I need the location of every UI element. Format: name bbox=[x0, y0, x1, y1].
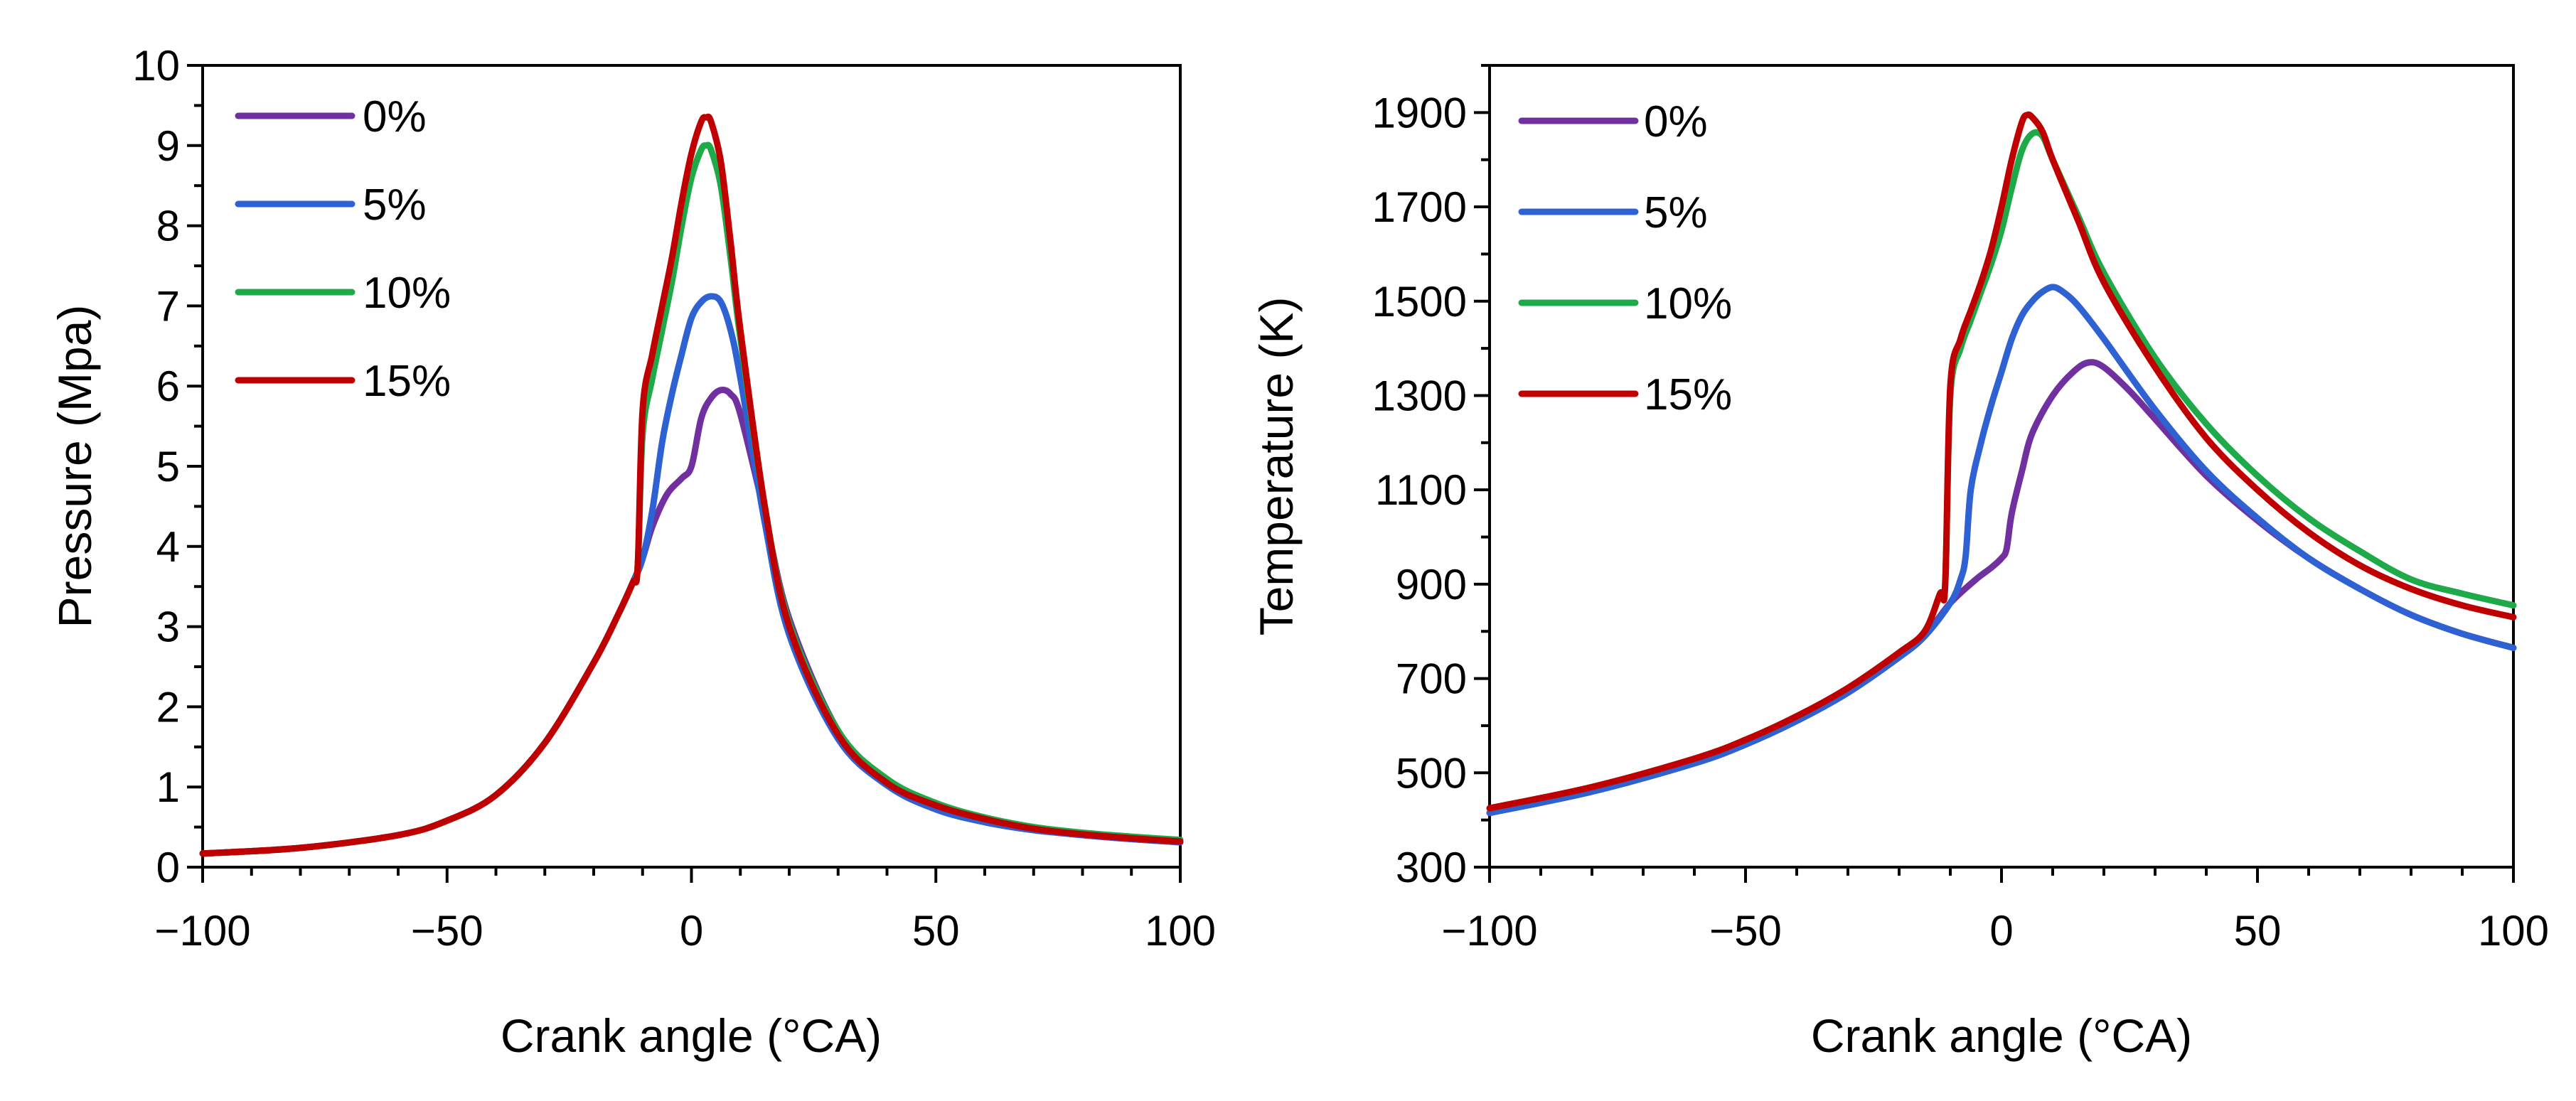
pressure-y-tick-label: 2 bbox=[156, 683, 180, 731]
pressure-legend-label: 10% bbox=[363, 269, 451, 318]
temperature-y-tick-label: 1900 bbox=[1372, 89, 1467, 136]
temperature-series-group bbox=[1486, 111, 2517, 817]
temperature-x-tick-label: 100 bbox=[2478, 907, 2549, 955]
temperature-legend-label: 10% bbox=[1644, 279, 1732, 328]
temperature-x-ticks: −100 −50 0 50 100 bbox=[1441, 867, 2549, 955]
temperature-x-tick-label: 50 bbox=[2234, 907, 2282, 955]
pressure-chart: 0 1 2 3 4 5 6 7 8 9 10 −100 −50 0 50 100 0% 5% 10% 15% Cr… bbox=[48, 42, 1216, 1062]
temperature-y-tick-label: 1500 bbox=[1372, 278, 1467, 326]
pressure-y-tick-label: 1 bbox=[156, 763, 180, 811]
pressure-y-tick-label: 7 bbox=[156, 282, 180, 330]
pressure-legend-label: 0% bbox=[363, 92, 427, 141]
temperature-y-tick-label: 1100 bbox=[1375, 466, 1467, 514]
temperature-series-15pct bbox=[1486, 111, 2517, 812]
temperature-series-5pct bbox=[1486, 284, 2517, 817]
temperature-y-tick-label: 700 bbox=[1396, 655, 1467, 703]
temperature-y-tick-label: 300 bbox=[1396, 844, 1467, 891]
temperature-legend: 0% 5% 10% 15% bbox=[1518, 97, 1732, 419]
pressure-y-tick-label: 4 bbox=[156, 523, 180, 571]
temperature-plot-area bbox=[1488, 64, 2515, 869]
temperature-y-tick-label: 1300 bbox=[1372, 372, 1467, 419]
pressure-legend-label: 15% bbox=[363, 357, 451, 406]
pressure-y-axis-title: Pressure (Mpa) bbox=[48, 305, 101, 628]
pressure-series-15pct bbox=[199, 113, 1184, 857]
temperature-x-tick-label: 0 bbox=[1989, 907, 2013, 955]
temperature-x-tick-label: −50 bbox=[1709, 907, 1782, 955]
temperature-x-axis-title: Crank angle (°CA) bbox=[1811, 1009, 2192, 1062]
temperature-x-tick-label: −100 bbox=[1441, 907, 1537, 955]
temperature-y-tick-label: 500 bbox=[1396, 749, 1467, 797]
temperature-y-ticks: 300 500 700 900 1100 1300 1500 1700 1900 bbox=[1372, 64, 1490, 891]
pressure-legend: 0% 5% 10% 15% bbox=[235, 92, 451, 406]
pressure-x-tick-label: 0 bbox=[680, 907, 703, 955]
pressure-x-tick-label: 100 bbox=[1145, 907, 1216, 955]
pressure-y-ticks: 0 1 2 3 4 5 6 7 8 9 10 bbox=[132, 42, 203, 891]
temperature-y-axis-title: Temperature (K) bbox=[1250, 297, 1303, 636]
pressure-y-tick-label: 0 bbox=[156, 844, 180, 891]
pressure-legend-label: 5% bbox=[363, 181, 427, 230]
temperature-legend-label: 15% bbox=[1644, 370, 1732, 419]
pressure-x-ticks: −100 −50 0 50 100 bbox=[154, 867, 1216, 955]
pressure-series-group bbox=[199, 113, 1184, 857]
temperature-legend-label: 5% bbox=[1644, 188, 1708, 237]
pressure-y-tick-label: 5 bbox=[156, 443, 180, 490]
pressure-x-axis-title: Crank angle (°CA) bbox=[501, 1009, 882, 1062]
pressure-y-tick-label: 8 bbox=[156, 203, 180, 250]
pressure-y-tick-label: 9 bbox=[156, 122, 180, 170]
pressure-y-tick-label: 3 bbox=[156, 603, 180, 651]
temperature-y-tick-label: 900 bbox=[1396, 561, 1467, 608]
temperature-legend-label: 0% bbox=[1644, 97, 1708, 146]
pressure-x-tick-label: 50 bbox=[912, 907, 960, 955]
pressure-y-tick-label: 6 bbox=[156, 362, 180, 410]
pressure-x-tick-label: −50 bbox=[411, 907, 483, 955]
temperature-y-tick-label: 1700 bbox=[1372, 183, 1467, 231]
pressure-y-tick-label: 10 bbox=[132, 42, 180, 90]
pressure-x-tick-label: −100 bbox=[154, 907, 250, 955]
